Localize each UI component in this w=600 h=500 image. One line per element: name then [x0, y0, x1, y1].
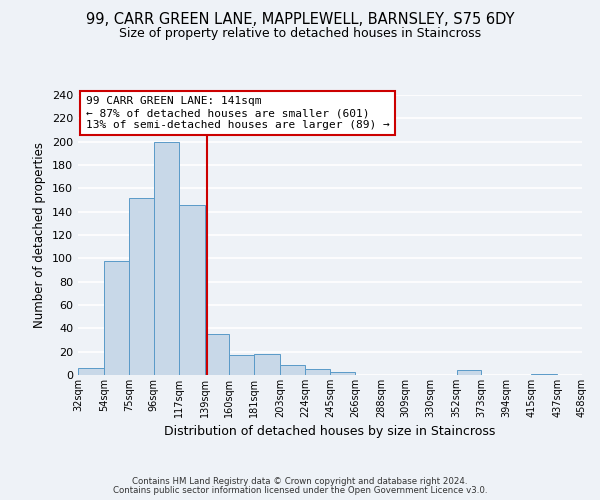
Bar	[457, 370, 481, 375]
Bar	[129, 198, 154, 375]
Text: 99 CARR GREEN LANE: 141sqm
← 87% of detached houses are smaller (601)
13% of sem: 99 CARR GREEN LANE: 141sqm ← 87% of deta…	[86, 96, 389, 130]
Bar	[254, 354, 280, 375]
Text: Size of property relative to detached houses in Staincross: Size of property relative to detached ho…	[119, 28, 481, 40]
Text: 99, CARR GREEN LANE, MAPPLEWELL, BARNSLEY, S75 6DY: 99, CARR GREEN LANE, MAPPLEWELL, BARNSLE…	[86, 12, 514, 28]
Text: Contains public sector information licensed under the Open Government Licence v3: Contains public sector information licen…	[113, 486, 487, 495]
Bar	[280, 364, 305, 375]
X-axis label: Distribution of detached houses by size in Staincross: Distribution of detached houses by size …	[164, 426, 496, 438]
Bar	[179, 204, 205, 375]
Bar	[305, 369, 330, 375]
Bar	[205, 334, 229, 375]
Text: Contains HM Land Registry data © Crown copyright and database right 2024.: Contains HM Land Registry data © Crown c…	[132, 477, 468, 486]
Bar	[531, 374, 557, 375]
Bar	[229, 355, 254, 375]
Bar	[104, 260, 129, 375]
Y-axis label: Number of detached properties: Number of detached properties	[34, 142, 46, 328]
Bar	[154, 142, 179, 375]
Bar	[330, 372, 355, 375]
Bar	[78, 368, 104, 375]
